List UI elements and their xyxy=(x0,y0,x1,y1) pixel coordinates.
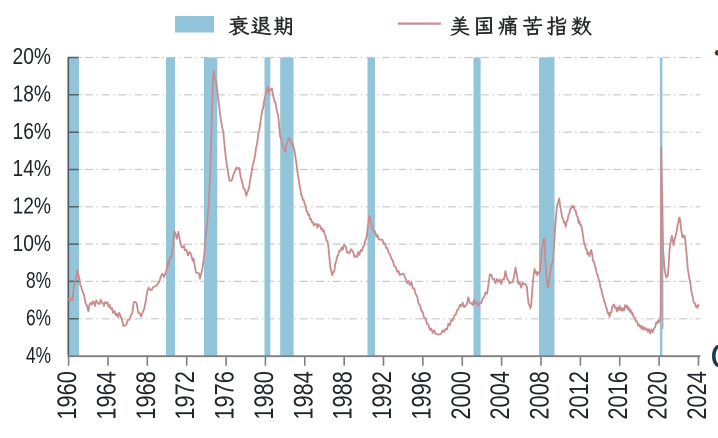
svg-text:4%: 4% xyxy=(26,342,51,368)
svg-text:1996: 1996 xyxy=(406,371,436,420)
svg-text:2016: 2016 xyxy=(603,371,633,420)
svg-text:6%: 6% xyxy=(26,305,51,331)
svg-text:1992: 1992 xyxy=(367,371,397,420)
svg-text:1988: 1988 xyxy=(328,371,358,420)
svg-text:20%: 20% xyxy=(13,43,52,69)
svg-text:18%: 18% xyxy=(13,81,52,107)
svg-text:12%: 12% xyxy=(13,193,52,219)
svg-text:1960: 1960 xyxy=(52,371,82,420)
svg-text:2020: 2020 xyxy=(643,371,673,420)
svg-text:8%: 8% xyxy=(26,267,51,293)
svg-text:2012: 2012 xyxy=(564,371,594,420)
svg-text:1976: 1976 xyxy=(210,371,240,420)
svg-text:16%: 16% xyxy=(13,118,52,144)
svg-text:2008: 2008 xyxy=(525,371,555,420)
svg-text:2024: 2024 xyxy=(682,371,712,420)
svg-text:2004: 2004 xyxy=(485,371,515,420)
svg-text:1968: 1968 xyxy=(131,371,161,420)
svg-text:1984: 1984 xyxy=(288,371,318,420)
svg-text:1972: 1972 xyxy=(170,371,200,420)
svg-text:2000: 2000 xyxy=(446,371,476,420)
svg-text:1980: 1980 xyxy=(249,371,279,420)
svg-text:14%: 14% xyxy=(13,155,52,181)
svg-text:1964: 1964 xyxy=(92,371,122,420)
svg-text:10%: 10% xyxy=(13,230,52,256)
